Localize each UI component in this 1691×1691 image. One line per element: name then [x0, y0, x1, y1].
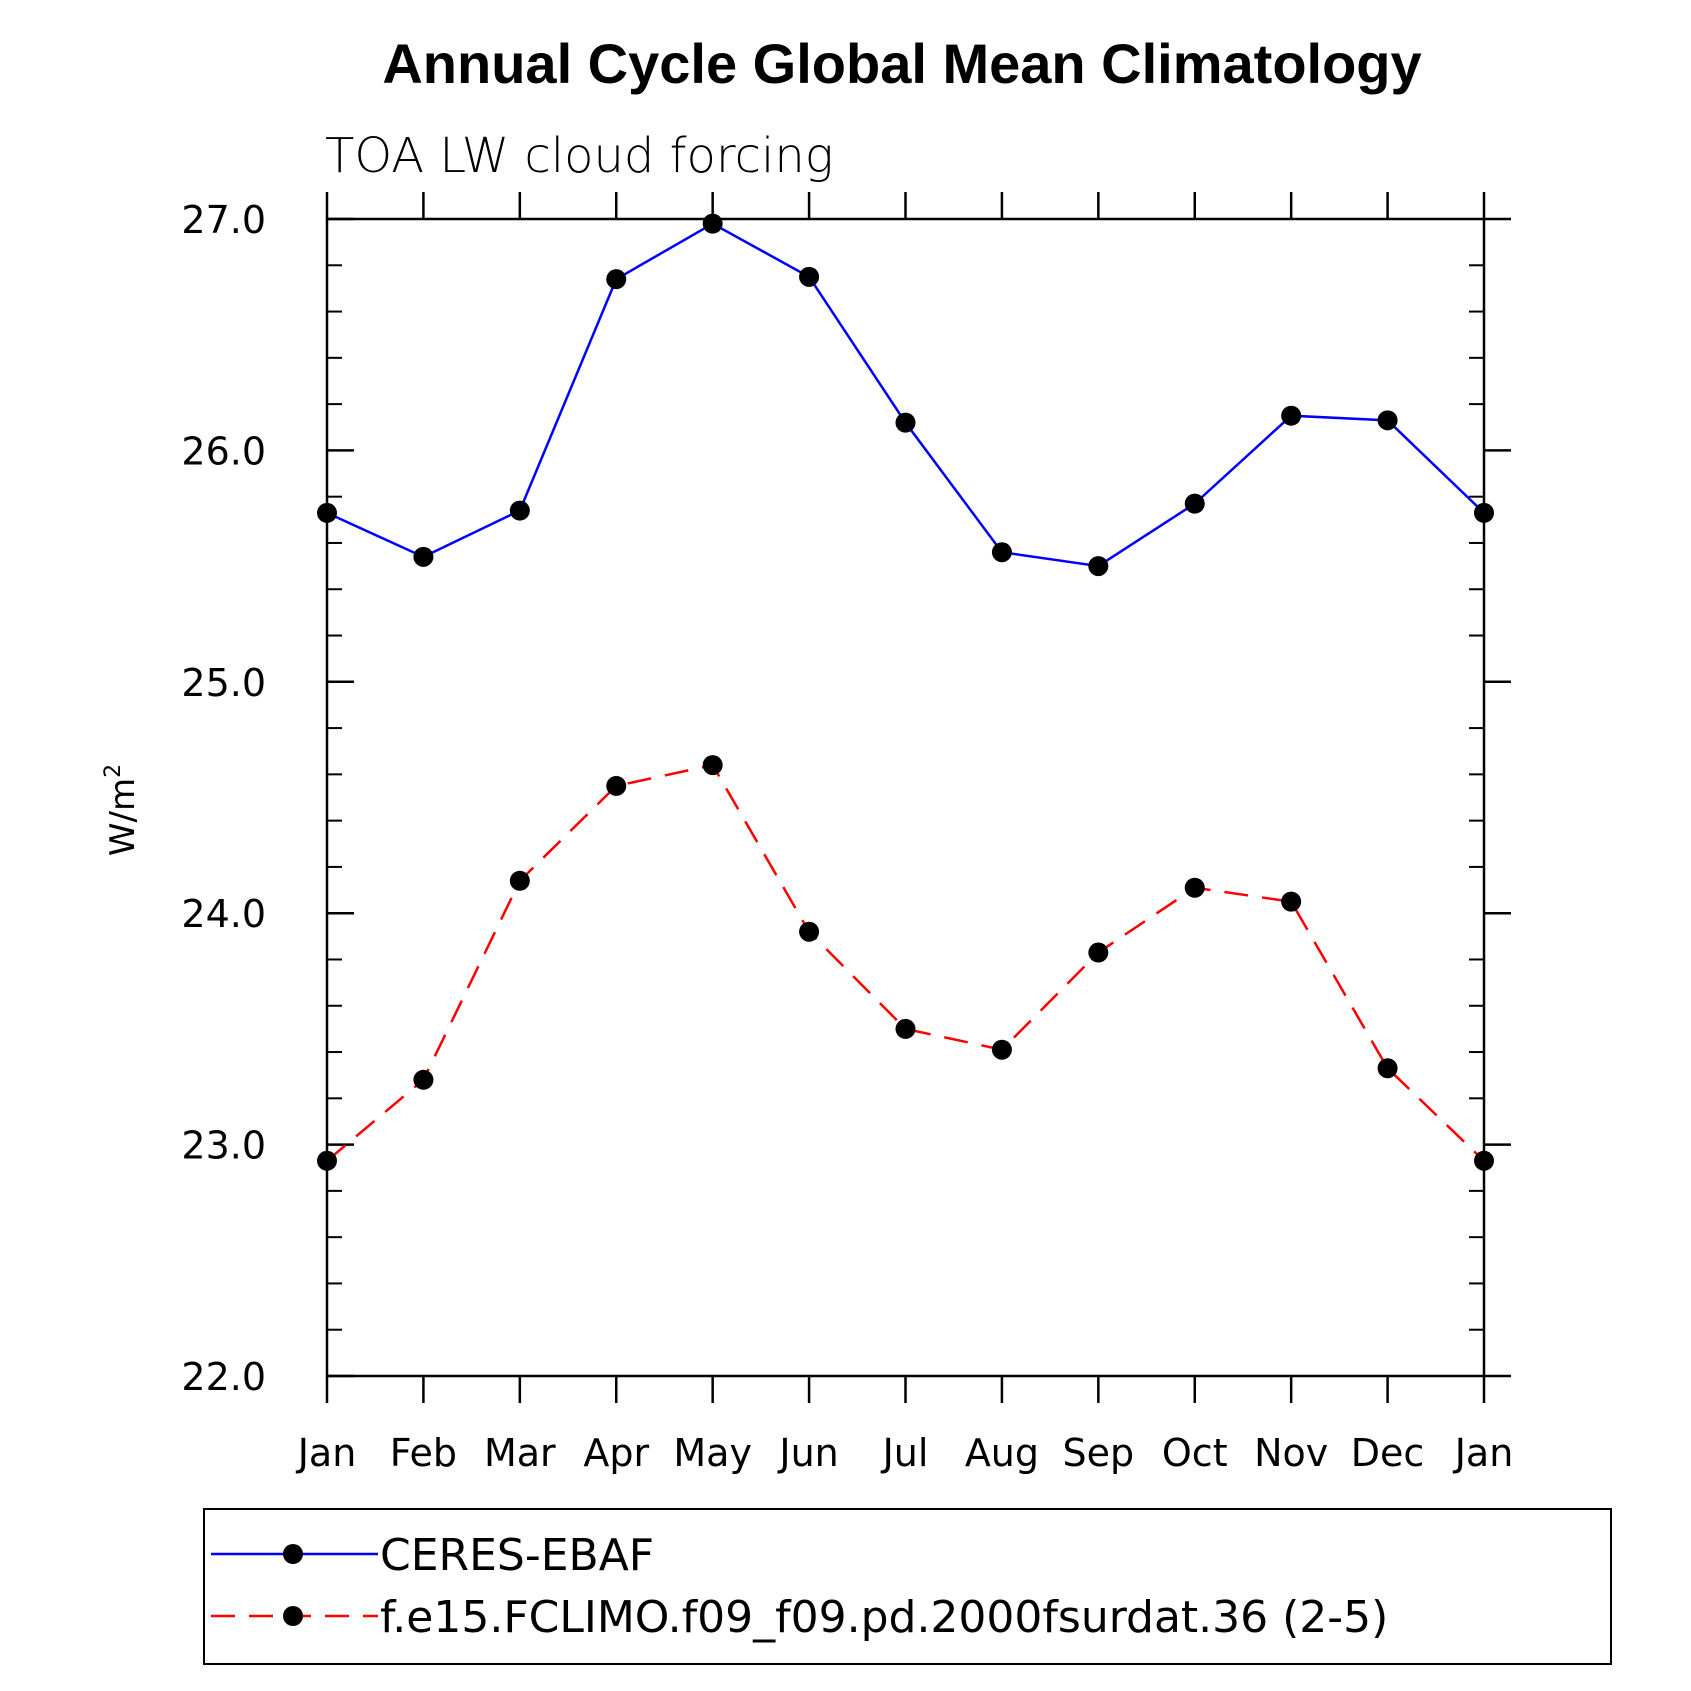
y-tick-label: 24.0 — [181, 892, 266, 936]
data-point — [1474, 1150, 1494, 1171]
x-tick-label: Jun — [777, 1431, 838, 1475]
data-point — [1088, 556, 1109, 577]
data-point — [991, 1039, 1012, 1060]
x-tick-label: Oct — [1162, 1431, 1228, 1475]
plot-frame — [325, 217, 1486, 1378]
legend-marker-1 — [283, 1544, 303, 1564]
x-tick-label: Nov — [1254, 1431, 1328, 1475]
y-tick-label: 22.0 — [181, 1355, 266, 1399]
y-tick-label: 27.0 — [181, 198, 266, 242]
data-point — [606, 269, 627, 290]
data-point — [1184, 877, 1205, 898]
data-point — [606, 775, 627, 796]
data-point — [702, 213, 723, 234]
legend-label-1: CERES-EBAF — [380, 1530, 654, 1581]
x-tick-label: Apr — [583, 1431, 649, 1475]
data-point — [1281, 891, 1302, 912]
series-line — [326, 222, 1485, 568]
x-tick-label: Sep — [1063, 1431, 1135, 1475]
data-point — [895, 1018, 916, 1039]
x-tick-label: Mar — [484, 1431, 556, 1475]
data-point — [991, 542, 1012, 563]
data-point — [799, 921, 820, 942]
data-point — [317, 502, 337, 523]
data-point — [1088, 942, 1109, 963]
series-2 — [317, 755, 1494, 1171]
y-tick-label: 23.0 — [181, 1124, 266, 1168]
chart-subtitle: TOA LW cloud forcing — [325, 128, 834, 184]
legend-marker-2 — [283, 1606, 303, 1626]
x-tick-label: Jul — [881, 1431, 929, 1475]
data-point — [413, 546, 434, 567]
data-point — [509, 500, 530, 521]
y-tick-label: 25.0 — [181, 661, 266, 705]
series-line — [326, 763, 1485, 1162]
series-layer — [317, 213, 1494, 1171]
data-point — [1377, 1058, 1398, 1079]
y-axis-label-main: W/m — [103, 778, 143, 856]
legend-box — [203, 1508, 1612, 1665]
x-tick-label: Jan — [1453, 1431, 1514, 1475]
data-point — [799, 266, 820, 287]
data-point — [1377, 410, 1398, 431]
data-point — [1281, 405, 1302, 426]
legend: CERES-EBAF f.e15.FCLIMO.f09_f09.pd.2000fs… — [203, 1508, 1612, 1665]
data-point — [1474, 502, 1494, 523]
x-tick-label: Feb — [390, 1431, 457, 1475]
data-point — [702, 755, 723, 776]
axes: Jan Feb Mar Apr May Jun Jul Aug Sep Oct Nov Dec Jan 2… — [181, 192, 1513, 1475]
data-point — [413, 1069, 434, 1090]
y-axis-label: W/m2 — [101, 764, 143, 856]
chart-title: Annual Cycle Global Mean Climatology — [382, 32, 1421, 95]
data-point — [895, 412, 916, 433]
data-point — [509, 870, 530, 891]
x-tick-label: Aug — [965, 1431, 1039, 1475]
x-tick-label: Dec — [1351, 1431, 1425, 1475]
data-point — [317, 1150, 337, 1171]
y-tick-label: 26.0 — [181, 429, 266, 473]
data-point — [1184, 493, 1205, 514]
x-tick-label: Jan — [296, 1431, 357, 1475]
series-1 — [317, 213, 1494, 577]
y-axis-label-superscript: 2 — [101, 764, 126, 778]
legend-label-2: f.e15.FCLIMO.f09_f09.pd.2000fsurdat.36 (… — [380, 1592, 1388, 1643]
x-tick-label: May — [673, 1431, 752, 1475]
